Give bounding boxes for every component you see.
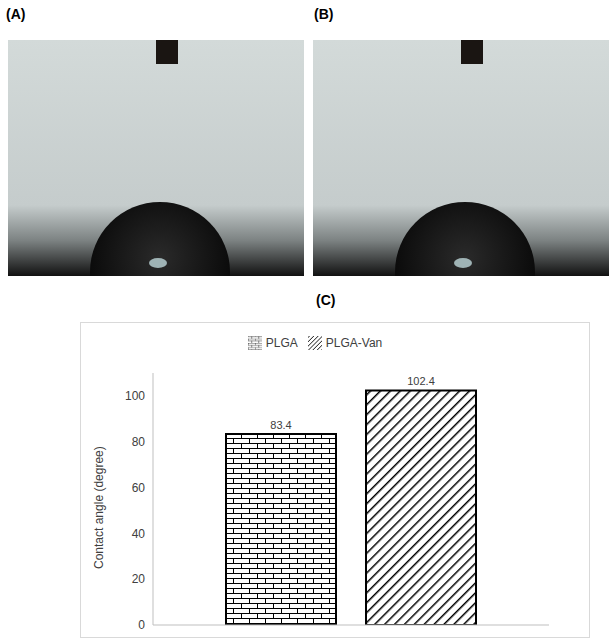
html-text:PLGA-Van: PLGA-Van: [325, 336, 383, 350]
html-text:(A): (A): [6, 6, 26, 22]
html-text:(B): (B): [314, 6, 334, 22]
html-text:PLGA: PLGA: [265, 336, 298, 350]
svg-text:100: 100: [125, 389, 145, 403]
html-text:(C): (C): [316, 292, 336, 308]
svg-text:20: 20: [132, 572, 146, 586]
svg-text:83.4: 83.4: [270, 419, 291, 431]
svg-text:Contact angle (degree): Contact angle (degree): [92, 446, 106, 569]
svg-text:102.4: 102.4: [407, 375, 435, 387]
svg-text:40: 40: [132, 527, 146, 541]
svg-text:80: 80: [132, 435, 146, 449]
svg-text:0: 0: [138, 618, 145, 632]
svg-text:60: 60: [132, 481, 146, 495]
